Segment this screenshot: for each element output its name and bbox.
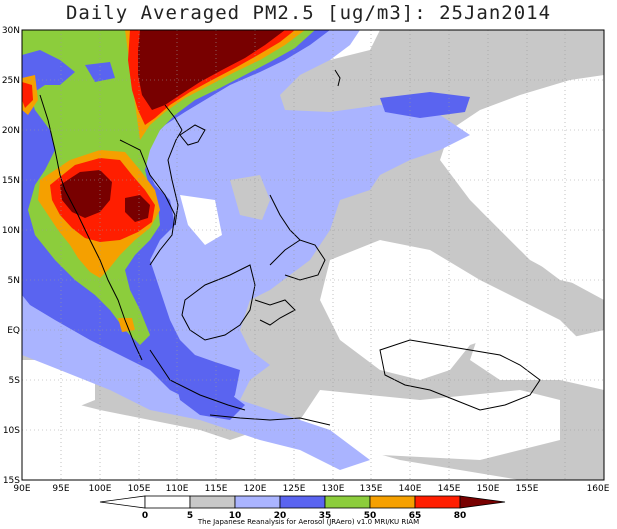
coastlines — [39, 69, 541, 426]
lon-label: 115E — [205, 484, 228, 494]
lon-label: 90E — [13, 484, 30, 494]
lon-label: 150E — [477, 484, 500, 494]
colorbar-tick: 0 — [142, 511, 148, 521]
lat-label: 10S — [3, 426, 20, 436]
lon-label: 125E — [283, 484, 306, 494]
lon-label: 105E — [128, 484, 151, 494]
contour-white-hole-3 — [320, 240, 580, 380]
colorbar-cell — [189, 495, 236, 509]
contour-grey-in-hole — [230, 175, 270, 220]
lon-label: 160E — [587, 484, 610, 494]
lat-label: 15N — [2, 176, 20, 186]
colorbar-cell — [279, 495, 326, 509]
contour-darkred-sea2 — [125, 195, 150, 222]
colorbar-cell — [234, 495, 281, 509]
contour-white-hole-4 — [460, 80, 604, 290]
lon-label: 130E — [322, 484, 345, 494]
lon-label: 140E — [399, 484, 422, 494]
lat-label: 25N — [2, 76, 20, 86]
colorbar-tick: 20 — [274, 511, 287, 521]
contour-lightblue-hole — [180, 195, 222, 245]
colorbar-cell — [99, 495, 146, 509]
lat-label: EQ — [7, 326, 20, 336]
lat-label: 20N — [2, 126, 20, 136]
colorbar-cell — [144, 495, 191, 509]
lat-label: 15S — [3, 476, 20, 486]
lon-label: 135E — [360, 484, 383, 494]
contour-darkred-main — [138, 30, 285, 110]
graticule — [22, 30, 604, 480]
lat-axis: 30N 25N 20N 15N 10N 5N EQ 5S 10S 15S — [2, 26, 20, 486]
plot-frame — [21, 29, 605, 481]
lon-axis: 90E 95E 100E 105E 110E 115E 120E 125E 13… — [13, 484, 609, 494]
colorbar-cell — [414, 495, 461, 509]
contour-blue-patch-east — [380, 92, 470, 118]
colorbar-tick: 80 — [454, 511, 467, 521]
colorbar-cell — [324, 495, 371, 509]
contour-green-hole — [85, 62, 115, 82]
credit-line: The Japanese Reanalysis for Aerosol (JRA… — [197, 518, 420, 526]
lat-label: 5S — [9, 376, 21, 386]
colorbar-tick: 5 — [187, 511, 193, 521]
lat-label: 30N — [2, 26, 20, 36]
lon-label: 145E — [438, 484, 461, 494]
colorbar-cell — [369, 495, 416, 509]
concentration-field — [22, 30, 604, 480]
colorbar-tick: 65 — [409, 511, 422, 521]
lon-label: 155E — [516, 484, 539, 494]
contour-red-west — [22, 82, 33, 108]
colorbar-tick: 50 — [364, 511, 377, 521]
colorbar-tick: 10 — [229, 511, 242, 521]
colorbar-tick: 35 — [319, 511, 332, 521]
lon-label: 95E — [52, 484, 69, 494]
lon-label: 120E — [244, 484, 267, 494]
lon-label: 100E — [89, 484, 112, 494]
map-title: Daily Averaged PM2.5 [ug/m3]: 25Jan2014 — [65, 2, 552, 24]
contour-blue-patch-south — [175, 380, 245, 420]
colorbar — [99, 495, 506, 509]
lon-label: 110E — [166, 484, 189, 494]
lat-label: 5N — [8, 276, 20, 286]
colorbar-ticks: 0 5 10 20 35 50 65 80 — [142, 511, 466, 521]
lat-label: 10N — [2, 226, 20, 236]
colorbar-cell — [459, 495, 506, 509]
